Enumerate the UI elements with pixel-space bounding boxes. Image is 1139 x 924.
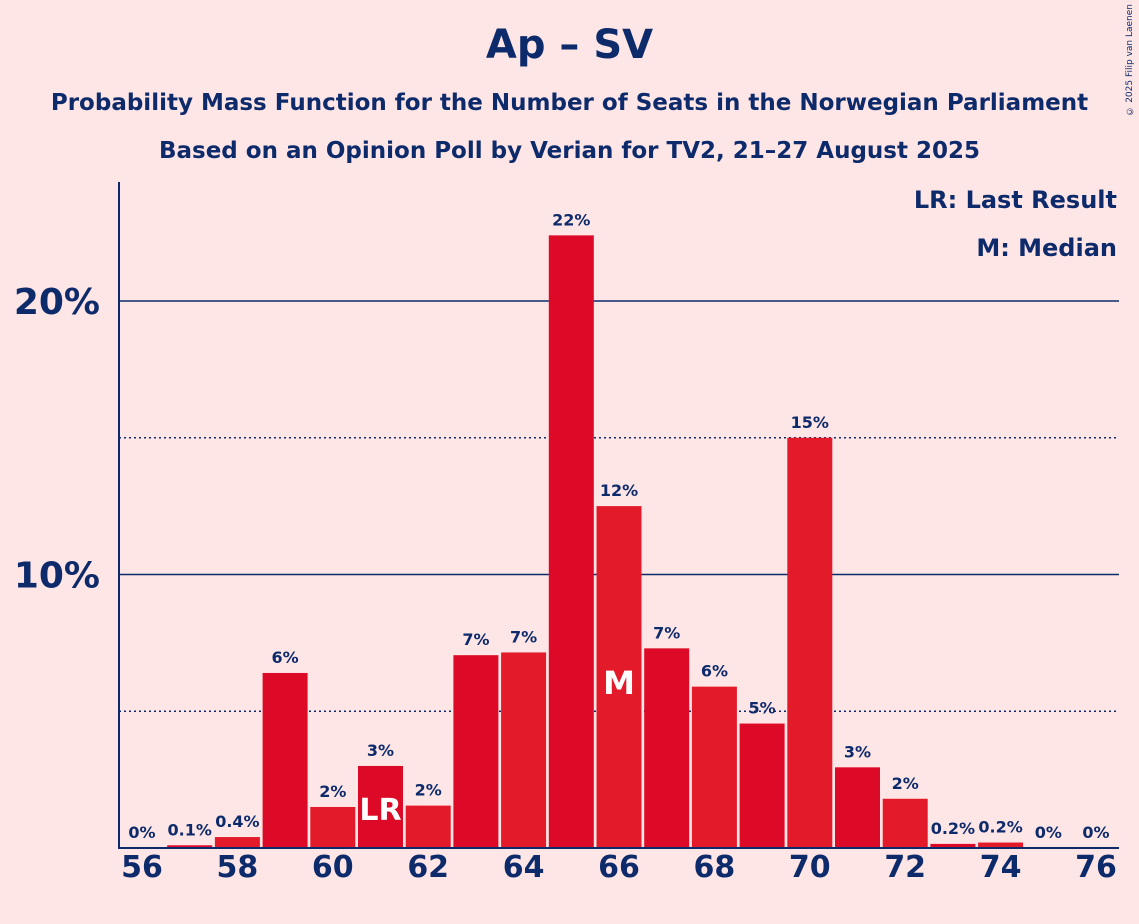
bar-label-73: 0.2% bbox=[931, 819, 975, 838]
bar-63 bbox=[453, 655, 499, 848]
bar-67 bbox=[644, 648, 690, 848]
bar-60 bbox=[310, 806, 356, 848]
x-tick-label-58: 58 bbox=[217, 850, 259, 885]
bar-64 bbox=[501, 652, 547, 848]
bar-label-71: 3% bbox=[844, 742, 871, 761]
bar-label-75: 0% bbox=[1035, 823, 1062, 842]
bar-label-74: 0.2% bbox=[978, 818, 1022, 837]
x-tick-label-66: 66 bbox=[598, 850, 640, 885]
bar-66 bbox=[596, 506, 642, 848]
bar-label-64: 7% bbox=[510, 627, 537, 646]
x-tick-label-76: 76 bbox=[1075, 850, 1117, 885]
bar-72 bbox=[882, 798, 928, 848]
legend-last-result: LR: Last Result bbox=[913, 186, 1117, 214]
bar-74 bbox=[978, 842, 1024, 848]
bar-65 bbox=[548, 235, 594, 849]
bar-label-65: 22% bbox=[552, 210, 590, 229]
chart-title: Ap – SV bbox=[485, 22, 654, 68]
last-result-marker: LR bbox=[359, 793, 401, 828]
y-tick-label-20: 20% bbox=[14, 282, 100, 323]
x-tick-label-72: 72 bbox=[884, 850, 926, 885]
x-tick-label-70: 70 bbox=[789, 850, 831, 885]
bar-70 bbox=[787, 437, 833, 848]
bar-71 bbox=[835, 767, 880, 848]
chart-subtitle-1: Probability Mass Function for the Number… bbox=[50, 90, 1089, 116]
bar-label-68: 6% bbox=[701, 662, 728, 681]
bar-label-76: 0% bbox=[1082, 823, 1109, 842]
bar-label-70: 15% bbox=[791, 413, 829, 432]
bar-68 bbox=[691, 686, 737, 848]
bar-label-72: 2% bbox=[892, 774, 919, 793]
bar-label-69: 5% bbox=[749, 699, 776, 718]
bar-57 bbox=[167, 845, 213, 848]
legend-median: M: Median bbox=[976, 234, 1117, 262]
bar-59 bbox=[262, 672, 308, 848]
bar-73 bbox=[930, 843, 976, 848]
y-tick-label-10: 10% bbox=[14, 556, 100, 597]
x-tick-label-56: 56 bbox=[121, 850, 163, 885]
bar-58 bbox=[214, 837, 260, 848]
bar-label-56: 0% bbox=[128, 823, 155, 842]
bar-label-62: 2% bbox=[415, 781, 442, 800]
bar-69 bbox=[739, 723, 785, 848]
bar-label-61: 3% bbox=[367, 741, 394, 760]
bar-62 bbox=[405, 805, 451, 848]
bar-label-60: 2% bbox=[319, 782, 346, 801]
x-tick-label-64: 64 bbox=[503, 850, 545, 885]
x-tick-label-60: 60 bbox=[312, 850, 354, 885]
bar-label-58: 0.4% bbox=[215, 812, 259, 831]
x-tick-label-74: 74 bbox=[980, 850, 1022, 885]
x-tick-label-62: 62 bbox=[407, 850, 449, 885]
bar-label-57: 0.1% bbox=[168, 820, 212, 839]
bar-label-66: 12% bbox=[600, 481, 638, 500]
median-marker: M bbox=[603, 664, 635, 702]
bar-61 bbox=[358, 765, 403, 848]
chart-subtitle-2: Based on an Opinion Poll by Verian for T… bbox=[158, 138, 981, 164]
bar-label-63: 7% bbox=[462, 630, 489, 649]
x-tick-label-68: 68 bbox=[694, 850, 736, 885]
bar-label-59: 6% bbox=[272, 648, 299, 667]
bar-label-67: 7% bbox=[653, 623, 680, 642]
